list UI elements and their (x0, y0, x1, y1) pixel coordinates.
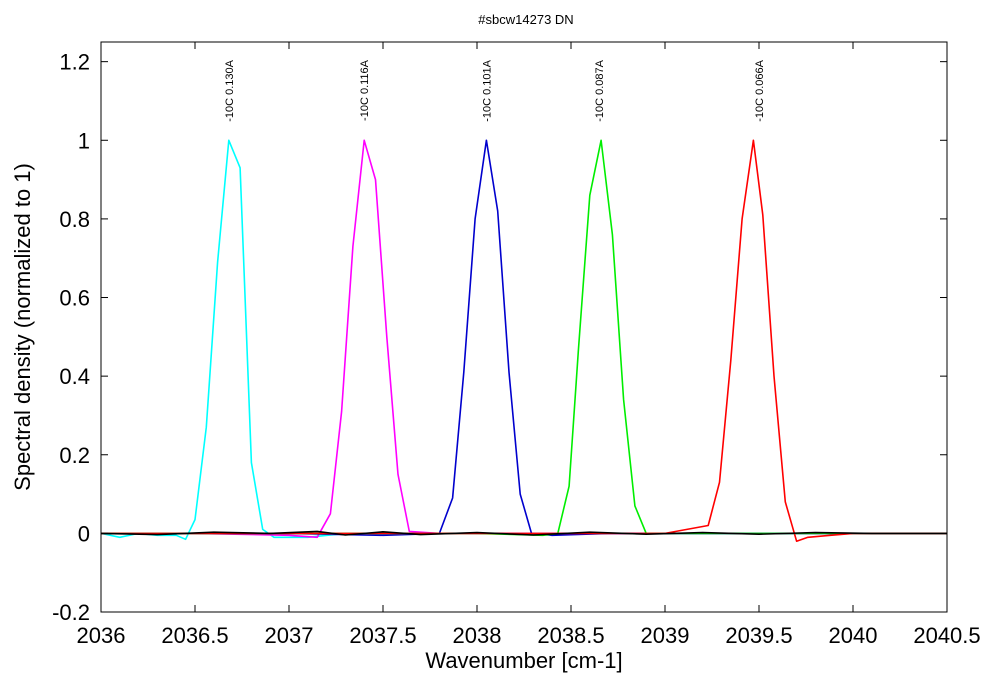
axes: 2036 2036.5 2037 2037.5 2038 2038.5 2039 2039.5… (52, 42, 981, 648)
y-tick-label: 1 (78, 128, 90, 153)
x-tick-label: 2038.5 (537, 623, 604, 648)
plot-frame (100, 41, 948, 613)
x-tick-label: 2039.5 (725, 623, 792, 648)
x-tick-label: 2039 (641, 623, 690, 648)
y-tick-label: 0.6 (59, 286, 90, 311)
plot-area: -10C 0.130A -10C 0.116A -10C 0.101A -10C 0.… (100, 59, 947, 543)
x-tick-label: 2036 (77, 623, 126, 648)
x-tick-label: 2037 (265, 623, 314, 648)
x-tick-label: 2040.5 (913, 623, 980, 648)
y-tick-label: 0.2 (59, 443, 90, 468)
peak-annotation-4: -10C 0.087A (594, 59, 606, 121)
x-tick-label: 2040 (829, 623, 878, 648)
chart-title: #sbcw14273 DN (478, 12, 573, 27)
y-tick-label: 1.2 (59, 50, 90, 75)
y-tick-label: 0.8 (59, 207, 90, 232)
y-axis-title: Spectral density (normalized to 1) (10, 163, 35, 491)
peak-annotation-1: -10C 0.130A (224, 59, 236, 121)
x-tick-label: 2036.5 (161, 623, 228, 648)
peak-annotation-5: -10C 0.066A (754, 59, 766, 121)
x-tick-label: 2038 (453, 623, 502, 648)
y-tick-label: -0.2 (52, 600, 90, 625)
x-axis-title: Wavenumber [cm-1] (425, 648, 622, 673)
x-tick-label: 2037.5 (349, 623, 416, 648)
y-tick-label: 0 (78, 521, 90, 546)
series-line-6 (100, 530, 947, 536)
y-tick-label: 0.4 (59, 364, 90, 389)
peak-annotation-2: -10C 0.116A (359, 59, 371, 121)
peak-annotation-3: -10C 0.101A (481, 59, 493, 121)
